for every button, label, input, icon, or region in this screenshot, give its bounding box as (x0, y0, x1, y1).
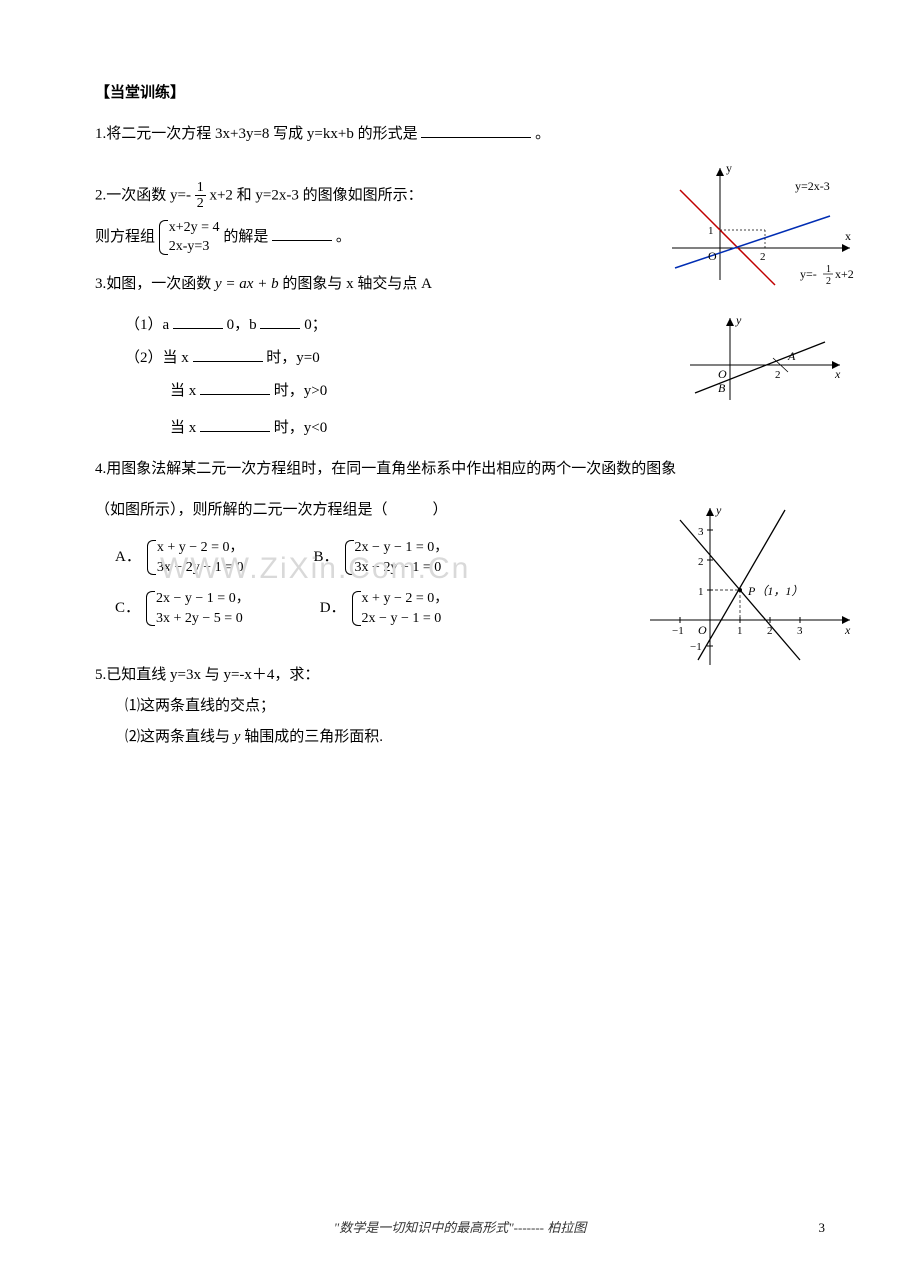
a-r1: x + y − 2 = 0， (157, 538, 244, 558)
q5-p2: ⑵这两条直线与 y 轴围成的三角形面积. (95, 724, 825, 751)
q3-graph: y x O A 2 B (680, 310, 850, 415)
q5-p2-post: 轴围成的三角形面积. (244, 729, 383, 745)
q1-suffix: 。 (535, 126, 550, 142)
q2-l1-post: x+2 和 y=2x-3 的图像如图所示： (209, 187, 422, 203)
q5-p2-y: y (234, 729, 241, 745)
svg-text:1: 1 (737, 625, 743, 637)
q3-b2 (260, 328, 300, 329)
q3-p1-m2: 0； (304, 317, 327, 333)
q3-lead: 3.如图，一次函数 y = ax + b 的图象与 x 轴交与点 A (95, 271, 825, 298)
svg-text:B: B (718, 381, 726, 395)
svg-text:2: 2 (767, 625, 773, 637)
svg-text:1: 1 (698, 586, 704, 598)
q2-l2-post: 的解是 (223, 229, 268, 245)
svg-text:y: y (735, 313, 742, 327)
svg-text:A: A (787, 349, 796, 363)
q3-p4: 当 x 时，y<0 (95, 415, 825, 442)
q3-p3-pre: 当 x (170, 383, 196, 399)
q5-lead: 5.已知直线 y=3x 与 y=-x＋4，求： (95, 662, 825, 689)
svg-text:O: O (698, 623, 707, 637)
opt-d-sys: x + y − 2 = 0， 2x − y − 1 = 0 (352, 589, 449, 628)
svg-text:y: y (726, 161, 732, 175)
d-r1: x + y − 2 = 0， (362, 589, 449, 609)
d-r2: 2x − y − 1 = 0 (362, 609, 449, 629)
q3-p4-pre: 当 x (170, 420, 196, 436)
q1-text: 1.将二元一次方程 3x+3y=8 写成 y=kx+b 的形式是 (95, 126, 418, 142)
opt-a: A． x + y − 2 = 0， 3x − 2y − 1 = 0 (115, 538, 244, 577)
q2-system: x+2y = 4 2x-y=3 (159, 218, 220, 257)
q5-p2-pre: ⑵这两条直线与 (125, 729, 234, 745)
q3-p2-mid: 时，y=0 (266, 350, 319, 366)
opt-a-label: A． (115, 544, 141, 571)
q4-graph: y x O P（1，1） −1 −1 1 2 3 1 2 3 (640, 500, 860, 685)
opt-a-sys: x + y − 2 = 0， 3x − 2y − 1 = 0 (147, 538, 244, 577)
svg-text:x+2: x+2 (835, 267, 854, 281)
svg-text:x: x (844, 623, 851, 637)
section-header: 【当堂训练】 (95, 80, 825, 107)
svg-text:2: 2 (775, 369, 781, 381)
opt-d: D． x + y − 2 = 0， 2x − y − 1 = 0 (320, 589, 449, 628)
opt-c-sys: 2x − y − 1 = 0， 3x + 2y − 5 = 0 (146, 589, 250, 628)
q3-p3-mid: 时，y>0 (274, 383, 327, 399)
footer-quote: "数学是一切知识中的最高形式"------- 柏拉图 (0, 1217, 920, 1236)
b-r1: 2x − y − 1 = 0， (355, 538, 449, 558)
q3-p1-m1: 0，b (227, 317, 257, 333)
q5-p1: ⑴这两条直线的交点； (95, 693, 825, 720)
svg-text:−1: −1 (690, 641, 702, 653)
c-r2: 3x + 2y − 5 = 0 (156, 609, 250, 629)
opt-b-label: B． (314, 544, 339, 571)
q2-frac: 1 2 (195, 180, 206, 212)
svg-text:O: O (718, 367, 727, 381)
svg-text:x: x (845, 229, 851, 243)
q3-pre: 3.如图，一次函数 (95, 276, 215, 292)
b-r2: 3x − 2y − 1 = 0 (355, 558, 449, 578)
opt-b-sys: 2x − y − 1 = 0， 3x − 2y − 1 = 0 (345, 538, 449, 577)
opt-d-label: D． (320, 595, 346, 622)
q3-eq: y = ax + b (215, 276, 279, 292)
q2-suffix: 。 (336, 229, 351, 245)
q3-p2-pre: （2）当 x (125, 350, 189, 366)
q2-blank (272, 240, 332, 241)
q3-b3 (193, 361, 263, 362)
svg-text:3: 3 (698, 526, 704, 538)
sys-r2: 2x-y=3 (169, 237, 220, 257)
q1-blank (421, 137, 531, 138)
svg-text:O: O (708, 249, 717, 263)
svg-text:y=2x-3: y=2x-3 (795, 179, 830, 193)
opt-c: C． 2x − y − 1 = 0， 3x + 2y − 5 = 0 (115, 589, 250, 628)
page-number: 3 (819, 1220, 826, 1236)
opt-b: B． 2x − y − 1 = 0， 3x − 2y − 1 = 0 (314, 538, 449, 577)
svg-text:2: 2 (698, 556, 704, 568)
q3-b4 (200, 394, 270, 395)
q3-post: 的图象与 x 轴交与点 A (282, 276, 432, 292)
sys-r1: x+2y = 4 (169, 218, 220, 238)
svg-text:1: 1 (826, 264, 831, 275)
svg-text:1: 1 (708, 225, 714, 237)
q2-l1-pre: 2.一次函数 y=- (95, 187, 191, 203)
svg-text:y: y (715, 503, 722, 517)
q3-b5 (200, 431, 270, 432)
svg-text:P（1，1）: P（1，1） (747, 584, 803, 598)
c-r1: 2x − y − 1 = 0， (156, 589, 250, 609)
q3-p4-mid: 时，y<0 (274, 420, 327, 436)
q4-lead: 4.用图象法解某二元一次方程组时，在同一直角坐标系中作出相应的两个一次函数的图象 (95, 456, 825, 483)
svg-text:3: 3 (797, 625, 803, 637)
q2-l2-pre: 则方程组 (95, 229, 155, 245)
opt-c-label: C． (115, 595, 140, 622)
svg-text:−1: −1 (672, 625, 684, 637)
frac-den: 2 (195, 196, 206, 211)
frac-num: 1 (195, 180, 206, 196)
q3-b1 (173, 328, 223, 329)
q1: 1.将二元一次方程 3x+3y=8 写成 y=kx+b 的形式是 。 (95, 121, 825, 148)
svg-text:2: 2 (826, 276, 831, 287)
svg-text:x: x (834, 367, 841, 381)
q3-p1-pre: （1）a (125, 317, 169, 333)
a-r2: 3x − 2y − 1 = 0 (157, 558, 244, 578)
svg-text:2: 2 (760, 251, 766, 263)
